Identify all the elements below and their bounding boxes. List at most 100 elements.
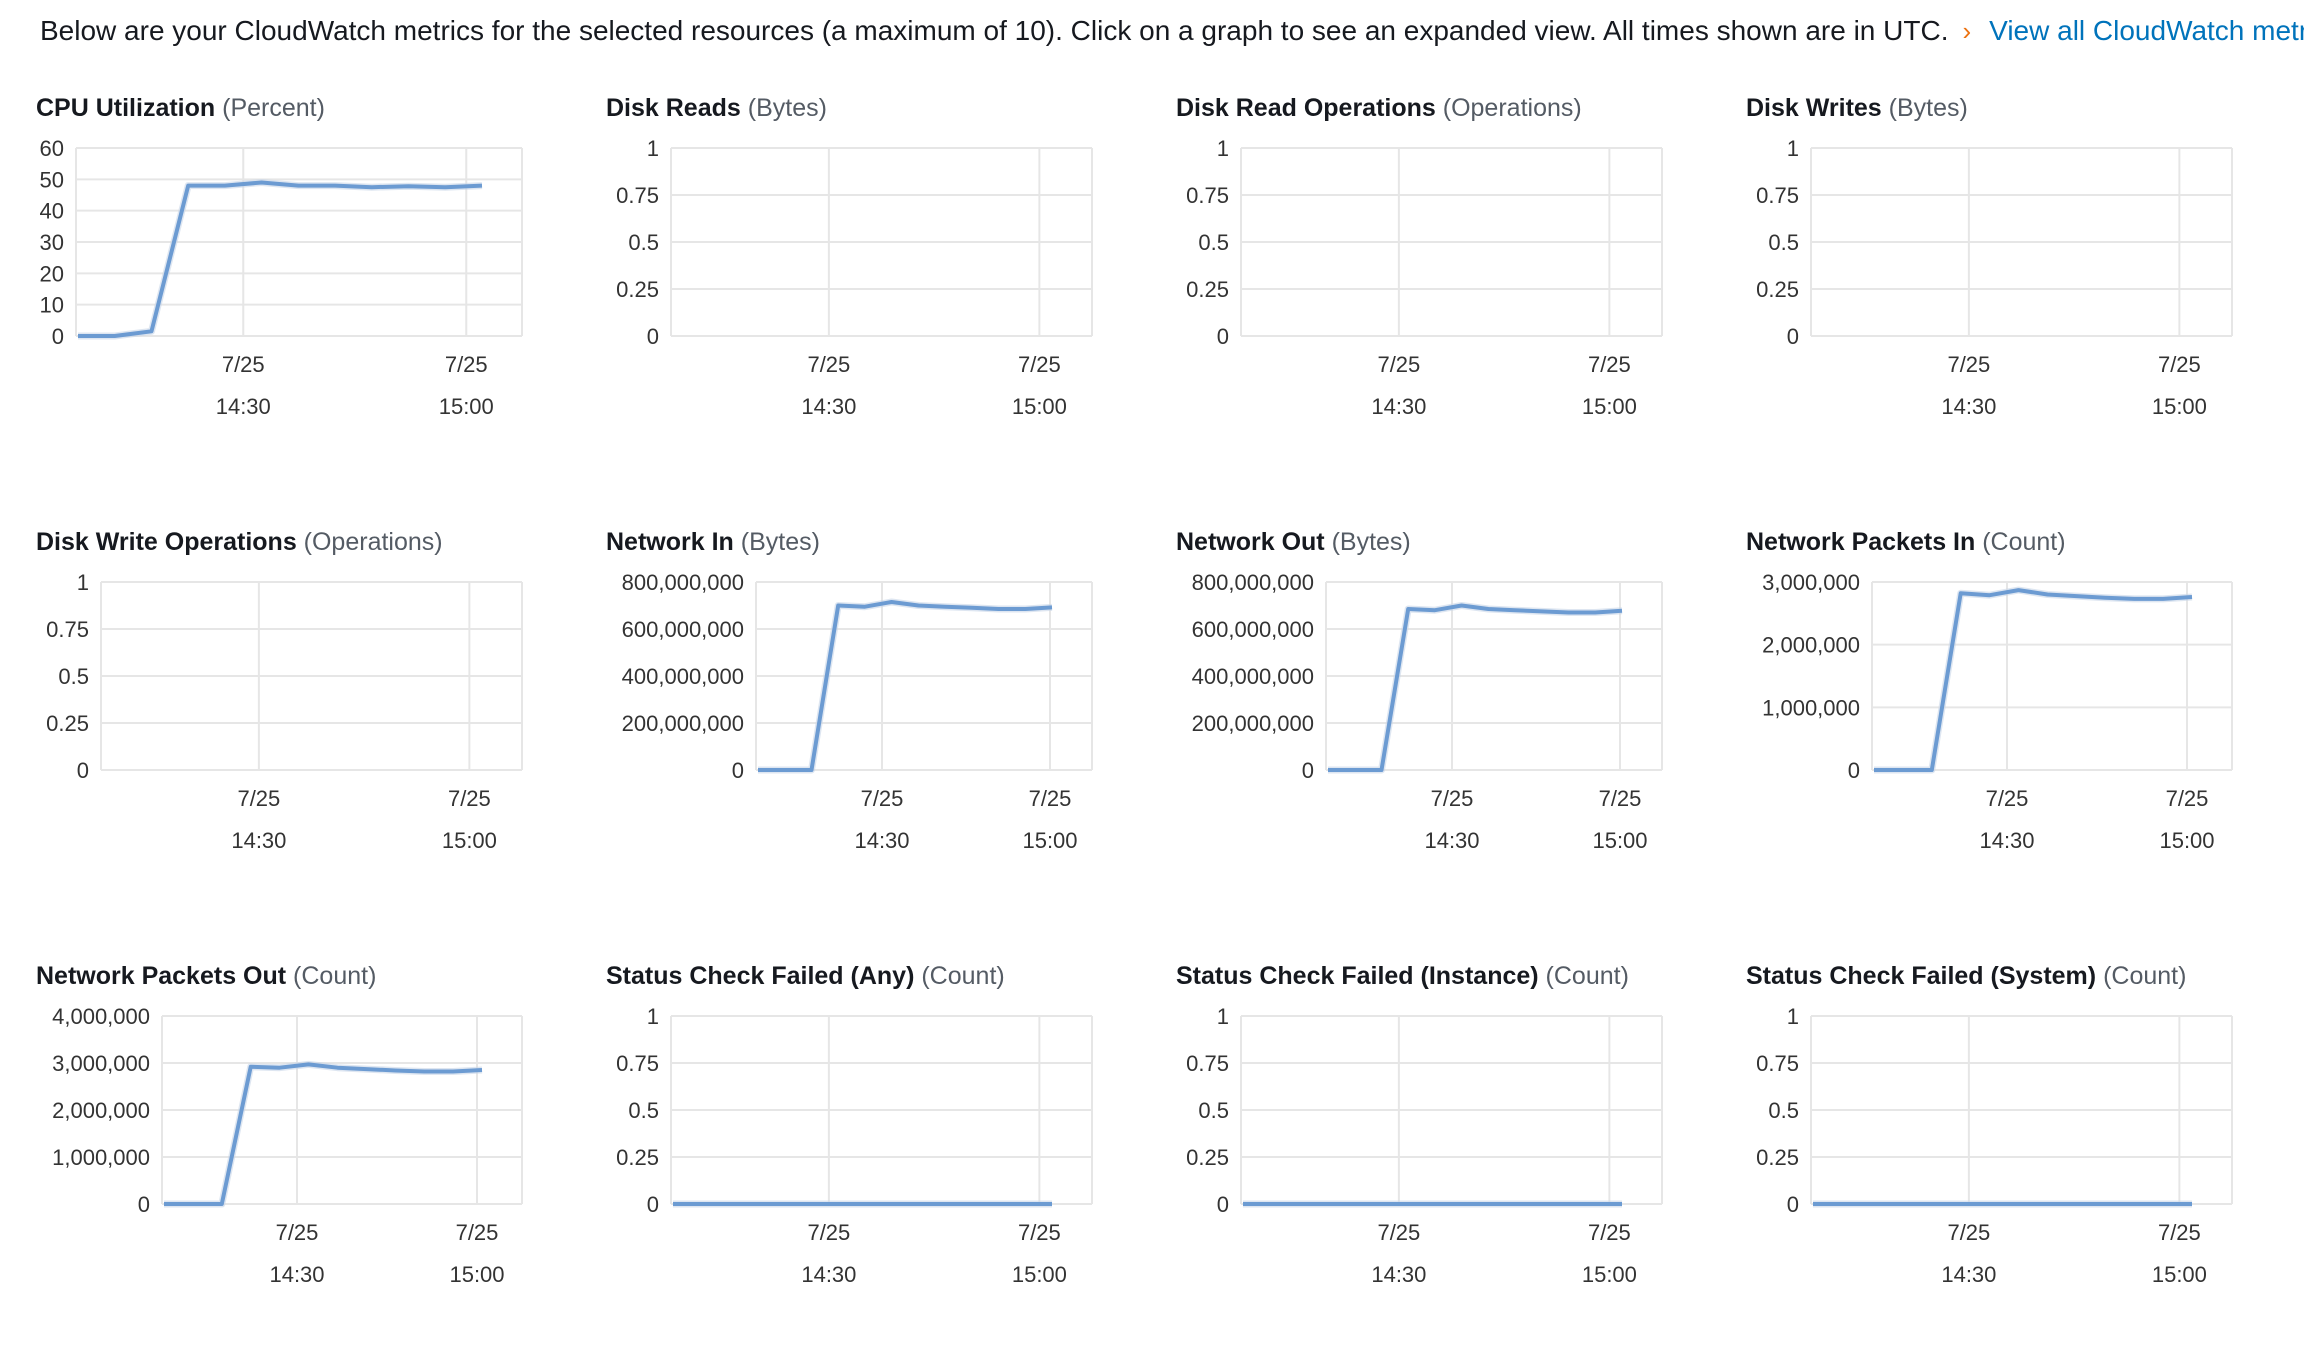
x-tick-date: 7/25 [861,786,904,811]
y-tick-label: 1 [1217,136,1229,161]
x-tick-time: 15:00 [1582,394,1637,419]
x-tick-date: 7/25 [1377,1220,1420,1245]
y-tick-label: 0.25 [1756,277,1799,302]
chart-title-unit: (Count) [286,962,377,990]
x-tick-time: 15:00 [1592,828,1647,853]
network-packets-in-chart-panel[interactable]: Network Packets In (Count) 0 1,000,000 2,00… [1746,522,2304,922]
x-tick-date: 7/25 [222,352,265,377]
chart-title: Disk Reads (Bytes) [606,88,827,128]
y-tick-label: 0.75 [1186,183,1229,208]
chart-title: Network Packets Out (Count) [36,956,376,996]
disk-writes-chart-panel[interactable]: Disk Writes (Bytes) 0 0.25 0.5 0.75 1 7/25 14:3… [1746,88,2304,488]
y-tick-label: 200,000,000 [622,711,744,736]
y-tick-label: 0 [1787,1192,1799,1217]
network-out-chart-panel[interactable]: Network Out (Bytes) 0 200,000,000 400,000,0… [1176,522,1736,922]
y-tick-label: 30 [40,230,64,255]
x-tick-time: 15:00 [1582,1262,1637,1287]
status-check-failed-any-chart-panel[interactable]: Status Check Failed (Any) (Count) 0 0.25 0.… [606,956,1166,1356]
x-tick-date: 7/25 [1599,786,1642,811]
y-tick-label: 0 [732,758,744,783]
x-tick-time: 14:30 [854,828,909,853]
chart-title: Network Out (Bytes) [1176,522,1411,562]
y-tick-label: 0.5 [1768,230,1799,255]
x-tick-date: 7/25 [445,352,488,377]
chart-title-metric: Status Check Failed (Any) [606,962,915,990]
chart-title-metric: Disk Read Operations [1176,94,1436,122]
y-tick-label: 0.75 [1186,1051,1229,1076]
disk-reads-chart-panel[interactable]: Disk Reads (Bytes) 0 0.25 0.5 0.75 1 7/25 14:30… [606,88,1166,488]
y-tick-label: 1 [1787,1004,1799,1029]
x-tick-time: 15:00 [439,394,494,419]
chart-title-metric: Network Out [1176,528,1325,556]
y-tick-label: 0.75 [1756,1051,1799,1076]
y-tick-label: 400,000,000 [1192,664,1314,689]
series-line-shadow [78,179,483,340]
x-tick-time: 14:30 [1979,828,2034,853]
x-tick-date: 7/25 [1986,786,2029,811]
x-tick-time: 15:00 [442,828,497,853]
chart-title-unit: (Count) [914,962,1005,990]
status-check-failed-system-chart-panel[interactable]: Status Check Failed (System) (Count) 0 0.2… [1746,956,2304,1356]
x-tick-time: 14:30 [1371,394,1426,419]
view-all-cloudwatch-metrics-link[interactable]: View all CloudWatch metrics [1989,15,2304,46]
chart-title-unit: (Bytes) [733,528,820,556]
disk-read-operations-chart-panel[interactable]: Disk Read Operations (Operations) 0 0.25 0.… [1176,88,1736,488]
x-tick-date: 7/25 [456,1220,499,1245]
chart-title: Disk Writes (Bytes) [1746,88,1968,128]
y-tick-label: 0.75 [1756,183,1799,208]
network-in-chart-panel[interactable]: Network In (Bytes) 0 200,000,000 400,000,00… [606,522,1166,922]
disk-reads-chart-svg: 0 0.25 0.5 0.75 1 7/25 14:30 7/25 15:00 [616,136,1093,419]
x-tick-time: 14:30 [216,394,271,419]
y-tick-label: 1,000,000 [1762,695,1860,720]
y-tick-label: 0 [138,1192,150,1217]
x-tick-date: 7/25 [237,786,280,811]
x-tick-date: 7/25 [2166,786,2209,811]
x-tick-date: 7/25 [1029,786,1072,811]
x-tick-date: 7/25 [1431,786,1474,811]
y-tick-label: 800,000,000 [622,570,744,595]
chart-title: Status Check Failed (System) (Count) [1746,956,2186,996]
series-line-shadow [164,1060,483,1208]
chart-title-metric: Disk Reads [606,94,741,122]
chart-title-metric: Disk Write Operations [36,528,297,556]
status-check-failed-instance-chart-panel[interactable]: Status Check Failed (Instance) (Count) 0 0… [1176,956,1736,1356]
y-tick-label: 0 [1787,324,1799,349]
chart-title-unit: (Percent) [215,94,325,122]
x-tick-time: 15:00 [449,1262,504,1287]
y-tick-label: 0.5 [628,1098,659,1123]
x-tick-time: 15:00 [2152,1262,2207,1287]
series-line [1328,603,1623,772]
y-tick-label: 4,000,000 [52,1004,150,1029]
series-line [78,180,483,338]
cpu-utilization-chart-panel[interactable]: CPU Utilization (Percent) 0 10 20 30 40 50 60 7/… [36,88,596,488]
chart-title-metric: Status Check Failed (Instance) [1176,962,1539,990]
y-tick-label: 200,000,000 [1192,711,1314,736]
y-tick-label: 40 [40,199,64,224]
y-tick-label: 0.25 [46,711,89,736]
y-tick-label: 0.75 [46,617,89,642]
x-tick-date: 7/25 [1588,352,1631,377]
y-tick-label: 50 [40,167,64,192]
network-packets-out-chart-panel[interactable]: Network Packets Out (Count) 0 1,000,000 2,0… [36,956,596,1356]
network-out-chart-svg: 0 200,000,000 400,000,000 600,000,000 800,00… [1192,570,1663,853]
y-tick-label: 0.5 [58,664,89,689]
chart-title-unit: (Bytes) [1324,528,1411,556]
chevron-right-icon: › [1962,16,1972,46]
chart-title-metric: Disk Writes [1746,94,1882,122]
series-line-shadow [758,598,1053,774]
x-tick-date: 7/25 [1947,1220,1990,1245]
x-tick-time: 14:30 [1941,1262,1996,1287]
chart-title-unit: (Count) [1975,528,2066,556]
disk-write-operations-chart-panel[interactable]: Disk Write Operations (Operations) 0 0.25 0… [36,522,596,922]
status-check-failed-instance-chart-svg: 0 0.25 0.5 0.75 1 7/25 14:30 7/25 15:00 [1186,1004,1663,1287]
chart-title-metric: Network Packets In [1746,528,1976,556]
cpu-utilization-chart-svg: 0 10 20 30 40 50 60 7/25 14:30 7/25 15:00 [40,136,523,419]
chart-title-unit: (Operations) [1435,94,1582,122]
y-tick-label: 20 [40,261,64,286]
intro-banner: Below are your CloudWatch metrics for th… [40,10,2304,52]
y-tick-label: 0.5 [1768,1098,1799,1123]
x-tick-time: 15:00 [1022,828,1077,853]
x-tick-date: 7/25 [807,352,850,377]
y-tick-label: 0.25 [1186,1145,1229,1170]
chart-title: CPU Utilization (Percent) [36,88,325,128]
